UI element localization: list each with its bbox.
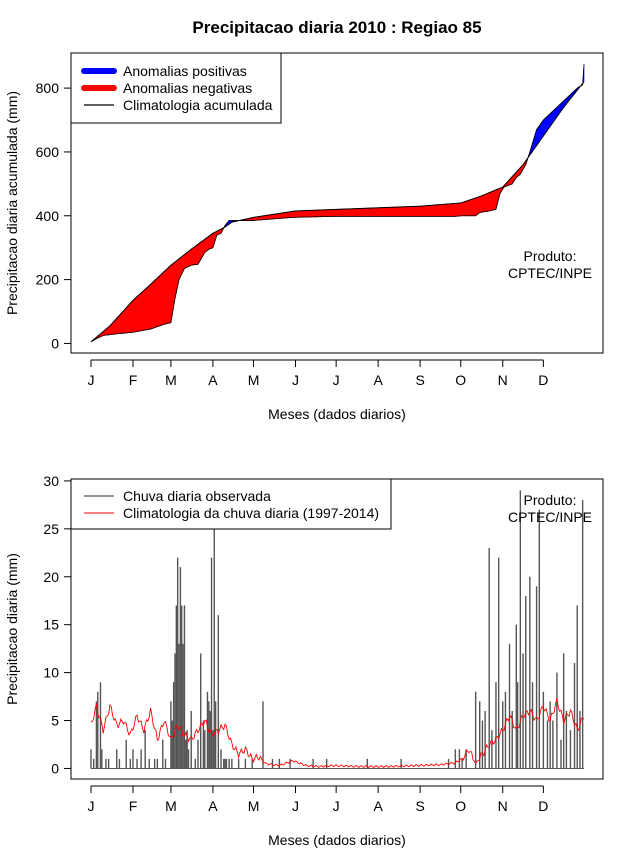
x-tick-label: A	[208, 372, 218, 388]
daily-climatology	[90, 698, 585, 769]
x-tick-label: A	[373, 372, 383, 388]
y-tick-label: 10	[43, 665, 59, 681]
daily-climatology-line	[90, 698, 585, 769]
legend-box-bottom	[70, 478, 392, 530]
x-tick-label: M	[248, 798, 260, 814]
product-note-bottom-line2: CPTEC/INPE	[508, 509, 592, 525]
x-tick-label: N	[498, 372, 508, 388]
y-tick-label: 15	[43, 617, 59, 633]
y-tick-label: 0	[51, 760, 59, 776]
x-tick-label: F	[129, 798, 138, 814]
y-tick-label: 30	[43, 473, 59, 489]
x-tick-label: O	[455, 798, 466, 814]
y-axis-top: 0 200 400 600 800	[36, 80, 71, 351]
y-tick-label: 0	[51, 335, 59, 351]
y-tick-label: 400	[36, 208, 60, 224]
legend-bottom: Chuva diaria observada Climatologia da c…	[70, 478, 392, 530]
x-tick-label: D	[538, 798, 548, 814]
x-tick-label: A	[208, 798, 218, 814]
x-tick-label: O	[455, 372, 466, 388]
x-tick-label: J	[88, 798, 95, 814]
x-tick-label: A	[373, 798, 383, 814]
legend-label-positive: Anomalias positivas	[123, 63, 247, 79]
daily-rain-bars	[90, 490, 584, 769]
x-tick-label: D	[538, 372, 548, 388]
x-tick-label: S	[415, 372, 424, 388]
y-axis-label-top: Precipitacao diaria acumulada (mm)	[4, 91, 20, 315]
x-axis-label-top: Meses (dados diarios)	[268, 406, 406, 422]
x-tick-label: J	[292, 798, 299, 814]
x-tick-label: N	[498, 798, 508, 814]
product-note-top-line1: Produto:	[524, 248, 577, 264]
x-tick-label: S	[415, 798, 424, 814]
legend-label-negative: Anomalias negativas	[123, 80, 252, 96]
climatology-cumulative-line	[90, 81, 585, 343]
y-tick-label: 800	[36, 80, 60, 96]
product-note-top-line2: CPTEC/INPE	[508, 265, 592, 281]
x-tick-label: J	[88, 372, 95, 388]
legend-top: Anomalias positivas Anomalias negativas …	[70, 52, 282, 124]
x-tick-label: M	[248, 372, 260, 388]
y-tick-label: 5	[51, 713, 59, 729]
x-axis-label-bottom: Meses (dados diarios)	[268, 832, 406, 848]
x-tick-label: J	[333, 798, 340, 814]
chart-title: Precipitacao diaria 2010 : Regiao 85	[192, 18, 481, 37]
x-tick-label: J	[333, 372, 340, 388]
legend-label-daily-climatology: Climatologia da chuva diaria (1997-2014)	[123, 505, 379, 521]
y-tick-label: 200	[36, 272, 60, 288]
legend-label-observed: Chuva diaria observada	[123, 488, 271, 504]
cumulative-series	[90, 64, 585, 343]
observed-cumulative-line	[90, 64, 585, 343]
y-tick-label: 25	[43, 521, 59, 537]
y-tick-label: 600	[36, 144, 60, 160]
product-note-bottom-line1: Produto:	[524, 492, 577, 508]
y-tick-label: 20	[43, 569, 59, 585]
plot-frame-top	[70, 52, 604, 354]
y-axis-bottom: 0 5 10 15 20 25 30	[43, 473, 71, 776]
x-tick-label: F	[129, 372, 138, 388]
y-axis-label-bottom: Precipitacao diaria (mm)	[4, 553, 20, 705]
legend-label-climatology: Climatologia acumulada	[123, 97, 273, 113]
x-tick-label: M	[165, 372, 177, 388]
x-tick-label: J	[292, 372, 299, 388]
x-tick-label: M	[165, 798, 177, 814]
